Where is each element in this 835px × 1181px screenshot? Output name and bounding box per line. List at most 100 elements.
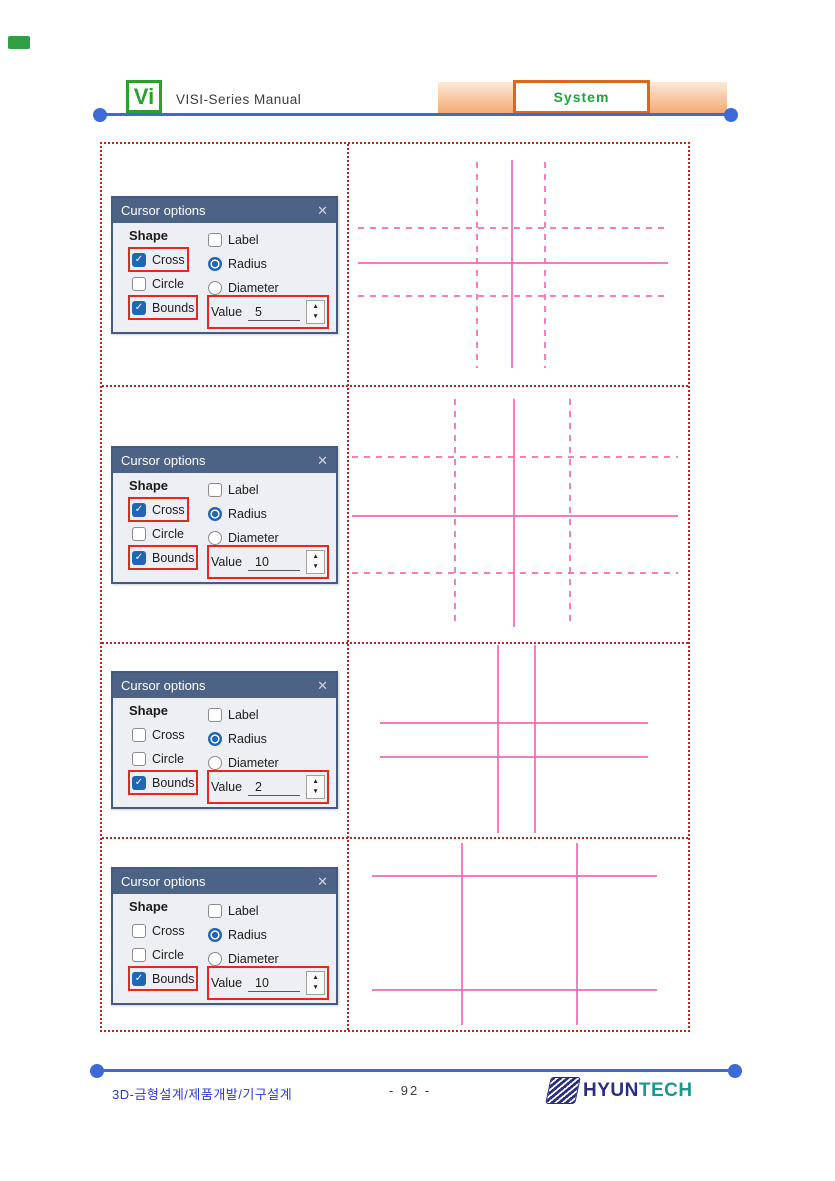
radius-radio-row[interactable]: Radius xyxy=(208,730,267,747)
radius-radio[interactable] xyxy=(208,256,222,271)
diameter-radio[interactable] xyxy=(208,951,222,966)
cross-checkbox-row[interactable]: ✓ Cross xyxy=(132,922,185,939)
vi-logo: Vi xyxy=(126,80,162,113)
radius-radio[interactable] xyxy=(208,506,222,521)
label-option-label: Label xyxy=(228,707,259,722)
value-spinner[interactable]: ▲ ▼ xyxy=(306,971,326,995)
radius-label: Radius xyxy=(228,927,267,942)
shape-group-label: Shape xyxy=(129,478,169,493)
label-checkbox-row[interactable]: ✓ Label xyxy=(208,481,259,498)
cross-checkbox[interactable]: ✓ xyxy=(132,252,146,267)
cross-checkbox-row[interactable]: ✓ Cross xyxy=(132,726,185,743)
spinner-down-icon[interactable]: ▼ xyxy=(312,312,319,320)
label-checkbox[interactable]: ✓ xyxy=(208,707,222,722)
bounds-checkbox-row[interactable]: ✓ Bounds xyxy=(127,770,199,795)
bounds-checkbox[interactable]: ✓ xyxy=(132,775,146,790)
cross-checkbox[interactable]: ✓ xyxy=(132,502,146,517)
label-checkbox[interactable]: ✓ xyxy=(208,903,222,918)
radius-radio[interactable] xyxy=(208,927,222,942)
diameter-radio[interactable] xyxy=(208,755,222,770)
spinner-up-icon[interactable]: ▲ xyxy=(312,778,319,785)
diameter-label: Diameter xyxy=(228,530,279,545)
dialog-titlebar: Cursor options ✕ xyxy=(113,198,336,223)
circle-label: Circle xyxy=(152,947,184,962)
tab-system[interactable]: System xyxy=(513,80,650,114)
circle-checkbox-row[interactable]: ✓ Circle xyxy=(132,946,184,963)
value-row: Value 2 ▲ ▼ xyxy=(206,770,330,804)
diameter-radio-row[interactable]: Diameter xyxy=(208,950,279,967)
diameter-radio-row[interactable]: Diameter xyxy=(208,279,279,296)
value-row: Value 10 ▲ ▼ xyxy=(206,966,330,1000)
radius-radio-row[interactable]: Radius xyxy=(208,255,267,272)
brand-name-secondary: TECH xyxy=(638,1079,693,1101)
label-checkbox-row[interactable]: ✓ Label xyxy=(208,706,259,723)
close-icon[interactable]: ✕ xyxy=(317,203,328,218)
label-checkbox[interactable]: ✓ xyxy=(208,482,222,497)
bounds-label: Bounds xyxy=(152,971,195,986)
circle-checkbox[interactable]: ✓ xyxy=(132,751,146,766)
dialog-title: Cursor options xyxy=(121,678,206,693)
cross-checkbox[interactable]: ✓ xyxy=(132,923,146,938)
label-checkbox-row[interactable]: ✓ Label xyxy=(208,231,259,248)
label-checkbox[interactable]: ✓ xyxy=(208,232,222,247)
radius-radio-row[interactable]: Radius xyxy=(208,505,267,522)
cross-checkbox-row[interactable]: ✓ Cross xyxy=(128,497,189,522)
value-row: Value 5 ▲ ▼ xyxy=(206,295,330,329)
spinner-down-icon[interactable]: ▼ xyxy=(312,562,319,570)
grid-column-divider xyxy=(347,144,349,1030)
diameter-radio-row[interactable]: Diameter xyxy=(208,754,279,771)
shape-group-label: Shape xyxy=(129,703,169,718)
bounds-checkbox-row[interactable]: ✓ Bounds xyxy=(127,966,199,991)
bounds-checkbox[interactable]: ✓ xyxy=(132,550,146,565)
bounds-checkbox[interactable]: ✓ xyxy=(132,971,146,986)
circle-checkbox[interactable]: ✓ xyxy=(132,276,146,291)
check-icon: ✓ xyxy=(134,972,144,984)
diameter-radio-row[interactable]: Diameter xyxy=(208,529,279,546)
close-icon[interactable]: ✕ xyxy=(317,874,328,889)
bounds-checkbox-row[interactable]: ✓ Bounds xyxy=(127,545,199,570)
circle-checkbox[interactable]: ✓ xyxy=(132,947,146,962)
radius-radio[interactable] xyxy=(208,731,222,746)
close-icon[interactable]: ✕ xyxy=(317,453,328,468)
cross-label: Cross xyxy=(152,727,185,742)
spinner-up-icon[interactable]: ▲ xyxy=(312,303,319,310)
bounds-checkbox-row[interactable]: ✓ Bounds xyxy=(127,295,199,320)
circle-label: Circle xyxy=(152,751,184,766)
circle-checkbox-row[interactable]: ✓ Circle xyxy=(132,275,184,292)
radius-radio-row[interactable]: Radius xyxy=(208,926,267,943)
cross-checkbox-row[interactable]: ✓ Cross xyxy=(128,247,189,272)
circle-checkbox[interactable]: ✓ xyxy=(132,526,146,541)
spinner-up-icon[interactable]: ▲ xyxy=(312,553,319,560)
radius-label: Radius xyxy=(228,731,267,746)
value-input[interactable]: 10 xyxy=(248,554,301,571)
circle-checkbox-row[interactable]: ✓ Circle xyxy=(132,750,184,767)
cursor-options-dialog-1: Cursor options ✕ Shape ✓ Cross ✓ Circle … xyxy=(111,196,338,334)
circle-checkbox-row[interactable]: ✓ Circle xyxy=(132,525,184,542)
dialog-titlebar: Cursor options ✕ xyxy=(113,673,336,698)
label-checkbox-row[interactable]: ✓ Label xyxy=(208,902,259,919)
cross-label: Cross xyxy=(152,252,185,267)
diameter-radio[interactable] xyxy=(208,530,222,545)
cross-checkbox[interactable]: ✓ xyxy=(132,727,146,742)
cursor-preview-4 xyxy=(347,837,690,1032)
value-spinner[interactable]: ▲ ▼ xyxy=(306,775,326,799)
value-input[interactable]: 10 xyxy=(248,975,301,992)
spinner-up-icon[interactable]: ▲ xyxy=(312,974,319,981)
diameter-radio[interactable] xyxy=(208,280,222,295)
value-input[interactable]: 2 xyxy=(248,779,301,796)
value-row: Value 10 ▲ ▼ xyxy=(206,545,330,579)
circle-label: Circle xyxy=(152,276,184,291)
spinner-down-icon[interactable]: ▼ xyxy=(312,983,319,991)
close-icon[interactable]: ✕ xyxy=(317,678,328,693)
manual-title: VISI-Series Manual xyxy=(176,92,302,107)
value-label: Value xyxy=(211,976,243,990)
value-input[interactable]: 5 xyxy=(248,304,301,321)
bounds-checkbox[interactable]: ✓ xyxy=(132,300,146,315)
grid-row-divider xyxy=(102,642,688,644)
value-spinner[interactable]: ▲ ▼ xyxy=(306,300,326,324)
dialog-title: Cursor options xyxy=(121,203,206,218)
spinner-down-icon[interactable]: ▼ xyxy=(312,787,319,795)
corner-marker xyxy=(8,36,30,49)
diameter-label: Diameter xyxy=(228,755,279,770)
value-spinner[interactable]: ▲ ▼ xyxy=(306,550,326,574)
